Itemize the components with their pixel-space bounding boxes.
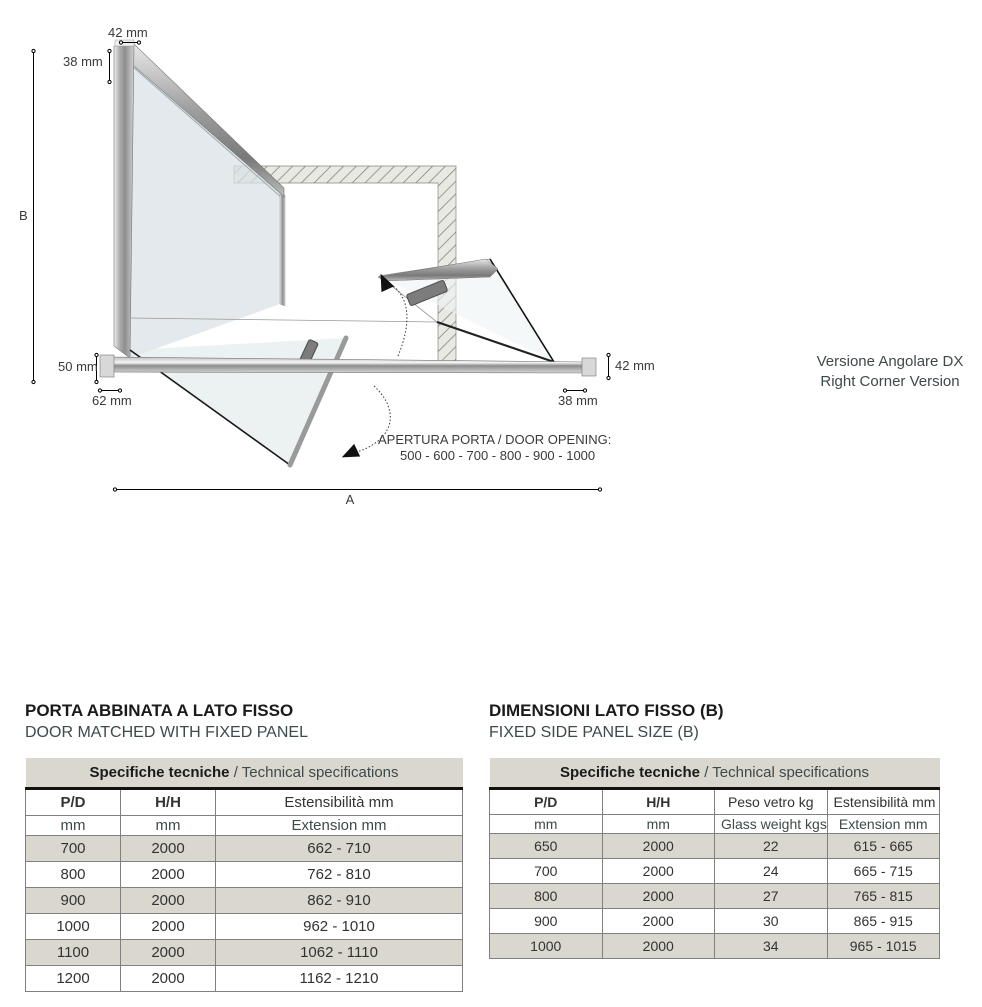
svg-text:APERTURA PORTA / DOOR OPENING:: APERTURA PORTA / DOOR OPENING:	[378, 432, 611, 447]
svg-text:62 mm: 62 mm	[92, 393, 132, 408]
svg-text:A: A	[346, 492, 355, 507]
svg-text:42 mm: 42 mm	[108, 25, 148, 40]
svg-text:38 mm: 38 mm	[558, 393, 598, 408]
svg-text:42 mm: 42 mm	[615, 358, 655, 373]
svg-text:50 mm: 50 mm	[58, 359, 98, 374]
svg-text:500 - 600 - 700 - 800 - 900 -: 500 - 600 - 700 - 800 - 900 - 1000	[400, 448, 595, 463]
svg-text:38 mm: 38 mm	[63, 54, 103, 69]
svg-text:B: B	[19, 208, 28, 223]
